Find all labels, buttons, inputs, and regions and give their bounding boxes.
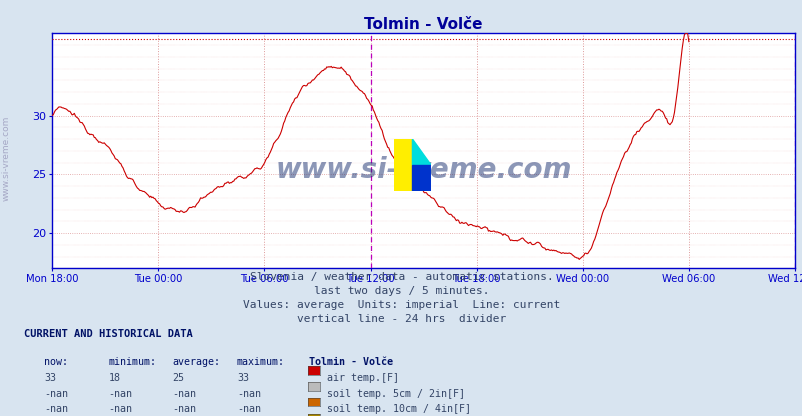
Text: air temp.[F]: air temp.[F]	[326, 373, 399, 383]
Bar	[394, 139, 412, 191]
Text: average:: average:	[172, 357, 221, 367]
Text: now:: now:	[44, 357, 68, 367]
Polygon shape	[412, 139, 431, 165]
Text: maximum:: maximum:	[237, 357, 285, 367]
Text: 25: 25	[172, 373, 184, 383]
Text: -nan: -nan	[108, 389, 132, 399]
Text: -nan: -nan	[172, 404, 196, 414]
Polygon shape	[412, 165, 431, 191]
Text: 18: 18	[108, 373, 120, 383]
Text: -nan: -nan	[237, 389, 261, 399]
Text: www.si-vreme.com: www.si-vreme.com	[2, 115, 11, 201]
Text: soil temp. 10cm / 4in[F]: soil temp. 10cm / 4in[F]	[326, 404, 470, 414]
Text: CURRENT AND HISTORICAL DATA: CURRENT AND HISTORICAL DATA	[24, 329, 192, 339]
Text: www.si-vreme.com: www.si-vreme.com	[275, 156, 571, 183]
Text: Tolmin - Volče: Tolmin - Volče	[309, 357, 393, 367]
Text: 33: 33	[44, 373, 56, 383]
Text: last two days / 5 minutes.: last two days / 5 minutes.	[314, 286, 488, 296]
Text: soil temp. 5cm / 2in[F]: soil temp. 5cm / 2in[F]	[326, 389, 464, 399]
Text: Slovenia / weather data - automatic stations.: Slovenia / weather data - automatic stat…	[249, 272, 553, 282]
Text: minimum:: minimum:	[108, 357, 156, 367]
Text: -nan: -nan	[44, 404, 68, 414]
Title: Tolmin - Volče: Tolmin - Volče	[364, 17, 482, 32]
Text: -nan: -nan	[108, 404, 132, 414]
Text: -nan: -nan	[44, 389, 68, 399]
Text: -nan: -nan	[237, 404, 261, 414]
Text: Values: average  Units: imperial  Line: current: Values: average Units: imperial Line: cu…	[242, 300, 560, 310]
Text: 33: 33	[237, 373, 249, 383]
Text: vertical line - 24 hrs  divider: vertical line - 24 hrs divider	[297, 314, 505, 324]
Text: -nan: -nan	[172, 389, 196, 399]
